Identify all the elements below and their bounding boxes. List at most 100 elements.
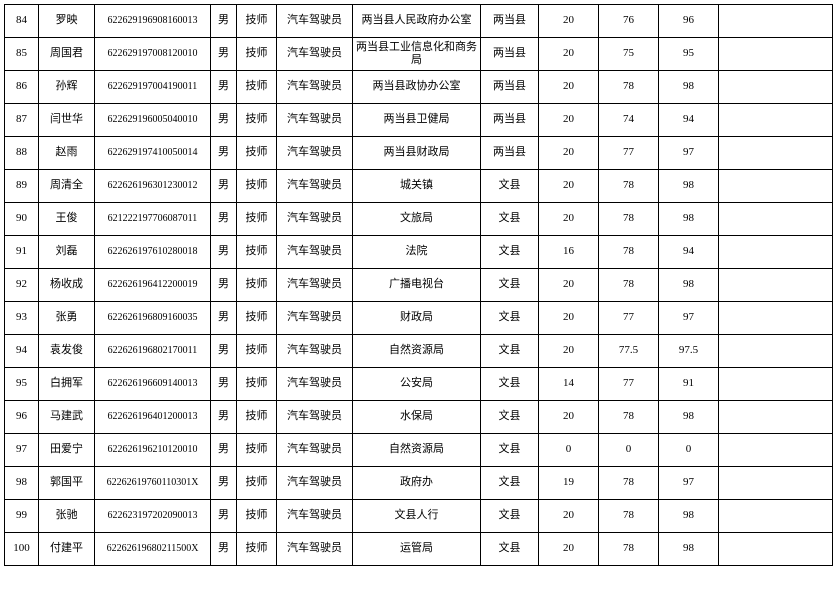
cell-11 bbox=[719, 500, 833, 533]
cell-2: 622626196210120010 bbox=[95, 434, 211, 467]
table-row: 84罗映622629196908160013男技师汽车驾驶员两当县人民政府办公室… bbox=[5, 5, 833, 38]
cell-11 bbox=[719, 104, 833, 137]
cell-4: 技师 bbox=[237, 236, 277, 269]
cell-5: 汽车驾驶员 bbox=[277, 401, 353, 434]
cell-7: 两当县 bbox=[481, 71, 539, 104]
cell-2: 622626196401200013 bbox=[95, 401, 211, 434]
cell-10: 97 bbox=[659, 467, 719, 500]
cell-4: 技师 bbox=[237, 467, 277, 500]
cell-11 bbox=[719, 335, 833, 368]
cell-6: 城关镇 bbox=[353, 170, 481, 203]
cell-11 bbox=[719, 236, 833, 269]
cell-0: 86 bbox=[5, 71, 39, 104]
cell-1: 白拥军 bbox=[39, 368, 95, 401]
cell-7: 文县 bbox=[481, 467, 539, 500]
cell-8: 20 bbox=[539, 5, 599, 38]
cell-3: 男 bbox=[211, 434, 237, 467]
cell-2: 62262619760110301X bbox=[95, 467, 211, 500]
cell-1: 郭国平 bbox=[39, 467, 95, 500]
cell-11 bbox=[719, 368, 833, 401]
cell-4: 技师 bbox=[237, 302, 277, 335]
cell-2: 622626196609140013 bbox=[95, 368, 211, 401]
cell-9: 77.5 bbox=[599, 335, 659, 368]
cell-10: 97.5 bbox=[659, 335, 719, 368]
cell-0: 92 bbox=[5, 269, 39, 302]
cell-10: 98 bbox=[659, 71, 719, 104]
cell-6: 公安局 bbox=[353, 368, 481, 401]
cell-3: 男 bbox=[211, 5, 237, 38]
cell-9: 77 bbox=[599, 368, 659, 401]
cell-11 bbox=[719, 71, 833, 104]
cell-5: 汽车驾驶员 bbox=[277, 137, 353, 170]
cell-4: 技师 bbox=[237, 269, 277, 302]
table-row: 99张驰622623197202090013男技师汽车驾驶员文县人行文县2078… bbox=[5, 500, 833, 533]
cell-3: 男 bbox=[211, 236, 237, 269]
cell-2: 622626196412200019 bbox=[95, 269, 211, 302]
cell-1: 闫世华 bbox=[39, 104, 95, 137]
cell-3: 男 bbox=[211, 203, 237, 236]
cell-1: 杨收成 bbox=[39, 269, 95, 302]
cell-5: 汽车驾驶员 bbox=[277, 71, 353, 104]
cell-6: 两当县卫健局 bbox=[353, 104, 481, 137]
cell-3: 男 bbox=[211, 467, 237, 500]
cell-11 bbox=[719, 401, 833, 434]
cell-2: 622626197610280018 bbox=[95, 236, 211, 269]
cell-11 bbox=[719, 533, 833, 566]
cell-8: 14 bbox=[539, 368, 599, 401]
cell-5: 汽车驾驶员 bbox=[277, 533, 353, 566]
cell-9: 78 bbox=[599, 500, 659, 533]
cell-4: 技师 bbox=[237, 500, 277, 533]
cell-8: 0 bbox=[539, 434, 599, 467]
table-row: 100付建平62262619680211500X男技师汽车驾驶员运管局文县207… bbox=[5, 533, 833, 566]
cell-5: 汽车驾驶员 bbox=[277, 302, 353, 335]
cell-8: 20 bbox=[539, 203, 599, 236]
cell-8: 20 bbox=[539, 137, 599, 170]
cell-3: 男 bbox=[211, 269, 237, 302]
cell-6: 政府办 bbox=[353, 467, 481, 500]
cell-3: 男 bbox=[211, 533, 237, 566]
cell-0: 84 bbox=[5, 5, 39, 38]
cell-1: 付建平 bbox=[39, 533, 95, 566]
cell-11 bbox=[719, 302, 833, 335]
cell-4: 技师 bbox=[237, 5, 277, 38]
cell-6: 两当县政协办公室 bbox=[353, 71, 481, 104]
cell-6: 文县人行 bbox=[353, 500, 481, 533]
cell-4: 技师 bbox=[237, 71, 277, 104]
table-row: 94袁发俊622626196802170011男技师汽车驾驶员自然资源局文县20… bbox=[5, 335, 833, 368]
cell-1: 周清全 bbox=[39, 170, 95, 203]
cell-3: 男 bbox=[211, 71, 237, 104]
cell-11 bbox=[719, 5, 833, 38]
cell-7: 两当县 bbox=[481, 104, 539, 137]
cell-10: 98 bbox=[659, 500, 719, 533]
cell-9: 78 bbox=[599, 203, 659, 236]
cell-8: 16 bbox=[539, 236, 599, 269]
cell-5: 汽车驾驶员 bbox=[277, 104, 353, 137]
cell-7: 两当县 bbox=[481, 137, 539, 170]
cell-1: 马建武 bbox=[39, 401, 95, 434]
cell-10: 97 bbox=[659, 137, 719, 170]
table-row: 90王俊621222197706087011男技师汽车驾驶员文旅局文县20789… bbox=[5, 203, 833, 236]
cell-10: 98 bbox=[659, 533, 719, 566]
cell-8: 20 bbox=[539, 500, 599, 533]
cell-9: 78 bbox=[599, 170, 659, 203]
table-row: 85周国君622629197008120010男技师汽车驾驶员两当县工业信息化和… bbox=[5, 38, 833, 71]
cell-8: 20 bbox=[539, 38, 599, 71]
cell-9: 78 bbox=[599, 533, 659, 566]
cell-5: 汽车驾驶员 bbox=[277, 203, 353, 236]
cell-9: 78 bbox=[599, 269, 659, 302]
cell-2: 622629197410050014 bbox=[95, 137, 211, 170]
cell-9: 74 bbox=[599, 104, 659, 137]
cell-3: 男 bbox=[211, 368, 237, 401]
cell-2: 622629197004190011 bbox=[95, 71, 211, 104]
cell-3: 男 bbox=[211, 335, 237, 368]
cell-2: 62262619680211500X bbox=[95, 533, 211, 566]
cell-3: 男 bbox=[211, 302, 237, 335]
cell-5: 汽车驾驶员 bbox=[277, 170, 353, 203]
cell-7: 文县 bbox=[481, 500, 539, 533]
cell-10: 96 bbox=[659, 5, 719, 38]
cell-0: 91 bbox=[5, 236, 39, 269]
cell-11 bbox=[719, 203, 833, 236]
table-row: 97田爱宁622626196210120010男技师汽车驾驶员自然资源局文县00… bbox=[5, 434, 833, 467]
table-row: 88赵雨622629197410050014男技师汽车驾驶员两当县财政局两当县2… bbox=[5, 137, 833, 170]
cell-8: 20 bbox=[539, 170, 599, 203]
